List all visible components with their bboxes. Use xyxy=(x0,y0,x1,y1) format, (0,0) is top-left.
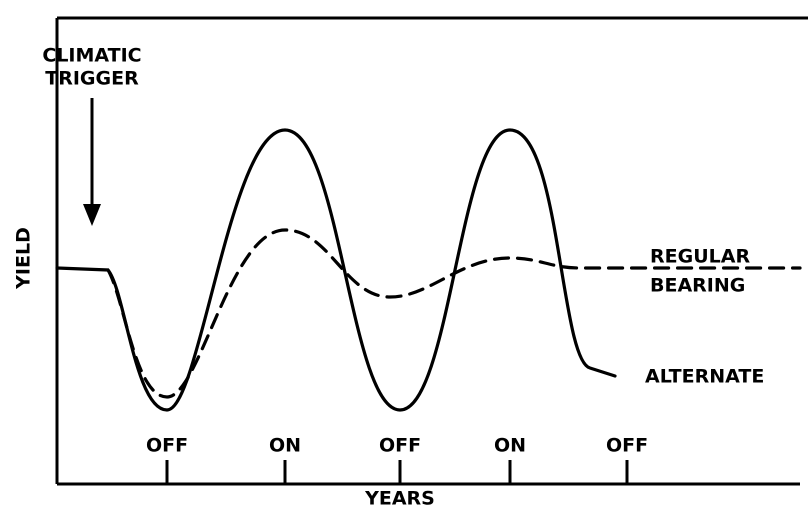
regular-label: BEARING xyxy=(650,275,745,297)
x-ticks: OFF ON OFF ON OFF xyxy=(146,435,648,484)
arrow-head xyxy=(83,204,101,226)
tick-label: ON xyxy=(269,435,301,457)
tick-label: OFF xyxy=(146,435,188,457)
annotation-line: CLIMATIC xyxy=(42,45,141,67)
tick-label: OFF xyxy=(606,435,648,457)
alternate-curve xyxy=(55,128,617,412)
alternate-label: ALTERNATE xyxy=(645,366,764,388)
tick-label: ON xyxy=(494,435,526,457)
regular-label: REGULAR xyxy=(650,246,750,268)
y-label: YIELD xyxy=(13,227,35,290)
tick-label: OFF xyxy=(379,435,421,457)
x-label: YEARS xyxy=(364,488,435,510)
regular-curve xyxy=(106,228,802,399)
annotation-line: TRIGGER xyxy=(45,68,139,90)
